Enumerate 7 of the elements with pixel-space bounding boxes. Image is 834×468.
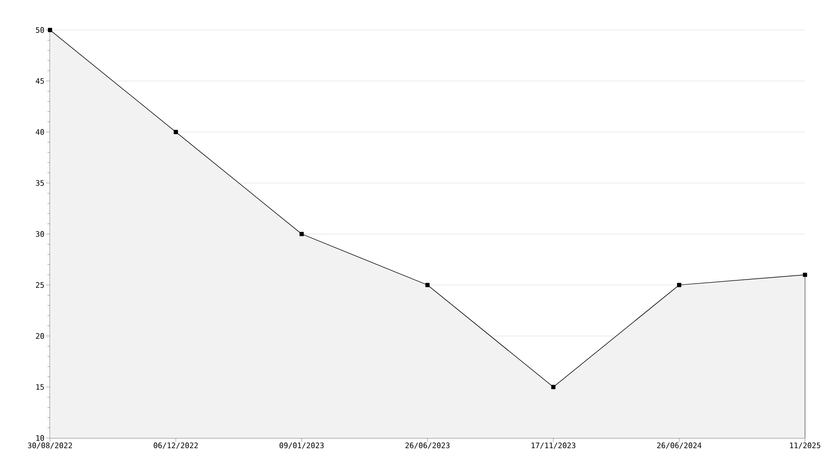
point [174, 130, 178, 134]
point [802, 272, 808, 277]
point [425, 282, 430, 288]
point [551, 384, 556, 390]
point [48, 28, 52, 32]
point [300, 232, 304, 236]
point [677, 282, 682, 288]
